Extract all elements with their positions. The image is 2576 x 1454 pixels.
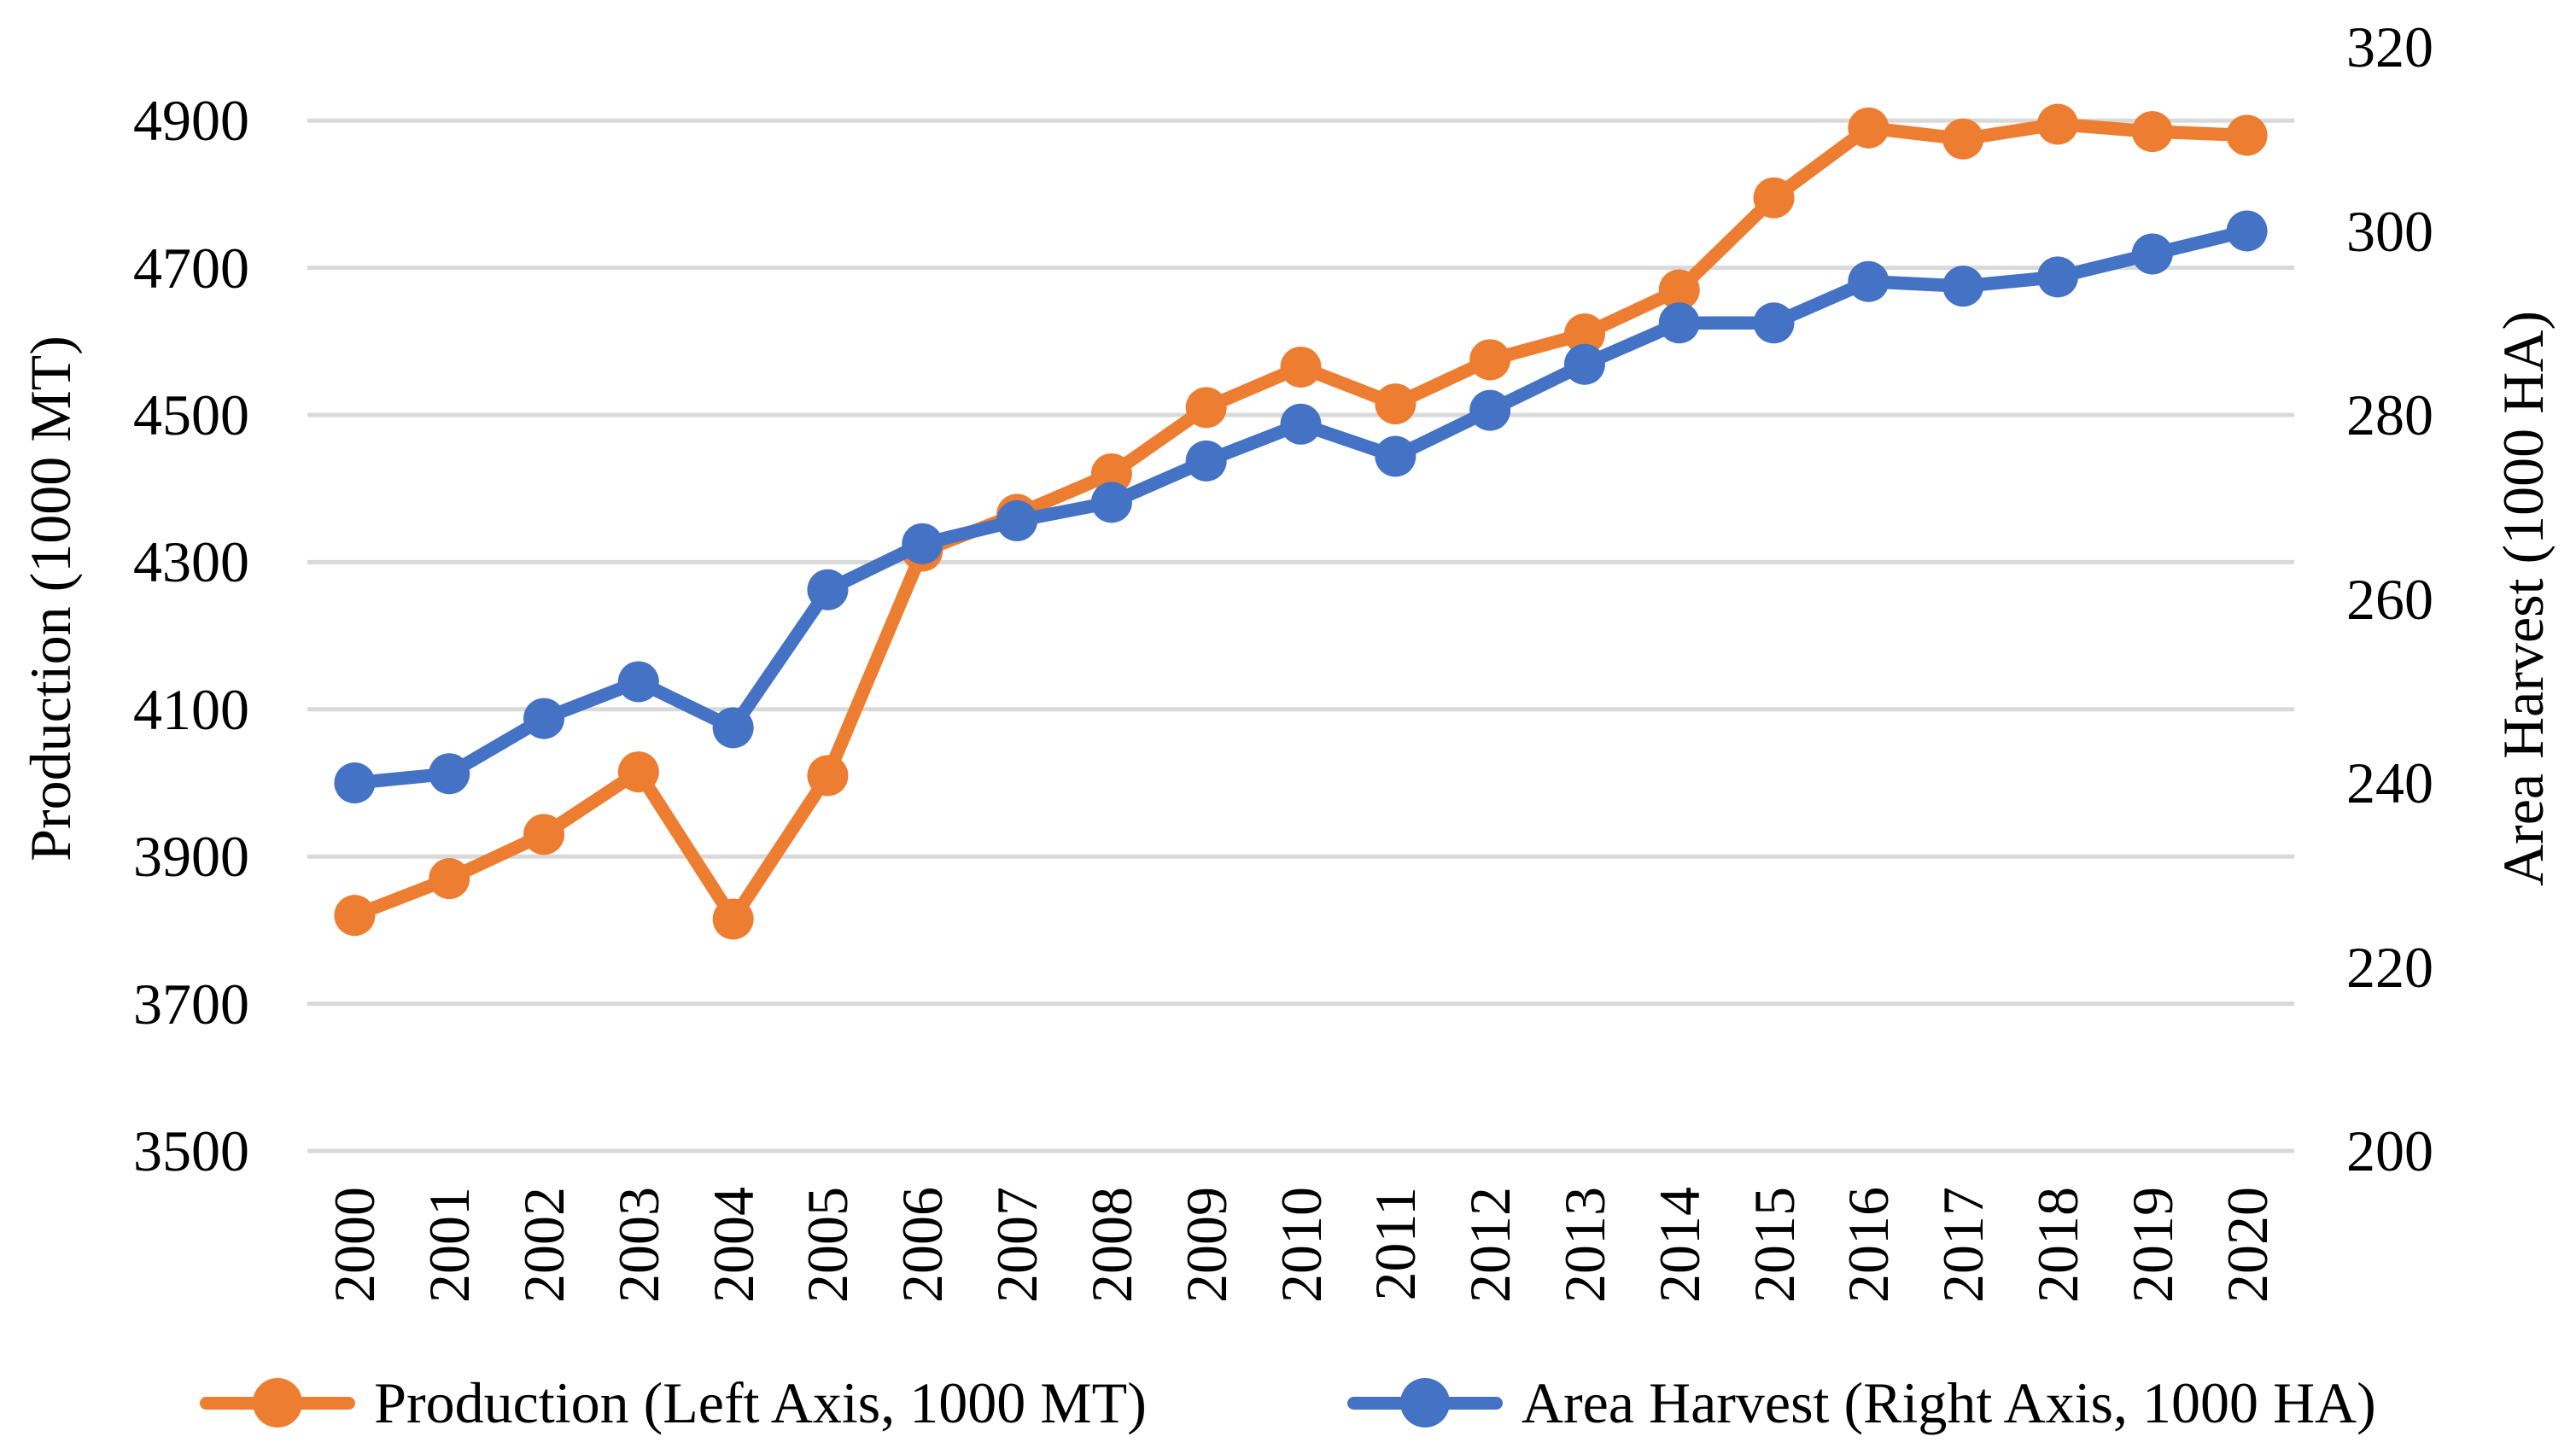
x-tick-label: 2011: [1363, 1187, 1428, 1301]
x-tick-label: 2002: [511, 1187, 577, 1303]
data-point: [996, 499, 1038, 541]
x-tick-label: 2008: [1078, 1187, 1144, 1303]
x-tick-label: 2019: [2119, 1187, 2185, 1303]
right-tick-label: 240: [2346, 750, 2433, 815]
production-marker-dot-icon: [253, 1378, 303, 1428]
data-point: [429, 753, 470, 795]
x-tick-label: 2000: [322, 1187, 388, 1303]
data-point: [2226, 210, 2268, 252]
data-point: [1848, 107, 1890, 149]
right-tick-label: 300: [2346, 198, 2433, 264]
data-point: [1753, 177, 1795, 219]
data-point: [1658, 269, 1700, 311]
data-point: [1280, 403, 1322, 445]
data-point: [1942, 266, 1984, 307]
x-tick-label: 2007: [984, 1187, 1050, 1303]
data-point: [2131, 111, 2173, 153]
data-point: [523, 698, 565, 739]
data-point: [1090, 482, 1132, 523]
data-point: [902, 523, 943, 564]
data-point: [1848, 260, 1890, 302]
data-point: [1185, 387, 1227, 429]
left-tick-label: 4100: [133, 676, 249, 742]
data-point: [617, 751, 659, 793]
x-tick-label: 2009: [1173, 1187, 1239, 1303]
data-point: [429, 858, 470, 900]
data-point: [712, 707, 754, 749]
left-axis-title: Production (1000 MT): [18, 336, 83, 861]
x-tick-label: 2004: [700, 1187, 766, 1303]
x-tick-label: 2014: [1646, 1187, 1712, 1303]
left-tick-label: 3700: [133, 971, 249, 1036]
data-point: [807, 755, 849, 797]
series-line-0: [348, 117, 2254, 926]
x-tick-label: 2016: [1836, 1187, 1901, 1303]
x-tick-label: 2015: [1741, 1187, 1807, 1303]
production-series-marker-icon: [200, 1378, 356, 1428]
legend-item-area-harvest: Area Harvest (Right Axis, 1000 HA): [1346, 1369, 2376, 1437]
data-point: [1469, 339, 1511, 381]
data-point: [2036, 256, 2078, 298]
data-point: [1090, 453, 1132, 494]
right-tick-label: 260: [2346, 566, 2433, 632]
data-point: [1469, 389, 1511, 431]
data-point: [1375, 435, 1417, 477]
legend-label-production: Production (Left Axis, 1000 MT): [374, 1369, 1147, 1435]
data-point: [2131, 233, 2173, 275]
x-tick-label: 2010: [1268, 1187, 1334, 1303]
area-harvest-series-marker-icon: [1346, 1378, 1503, 1428]
x-tick-label: 2020: [2214, 1187, 2280, 1303]
data-point: [1185, 440, 1227, 482]
data-point: [2226, 114, 2268, 156]
data-point: [1658, 302, 1700, 344]
area-harvest-marker-dot-icon: [1399, 1378, 1450, 1428]
x-tick-label: 2017: [1931, 1187, 1996, 1303]
right-tick-label: 200: [2346, 1118, 2433, 1183]
data-point: [807, 569, 849, 610]
left-tick-label: 4700: [133, 235, 249, 301]
data-point: [1753, 302, 1795, 344]
data-point: [1563, 343, 1605, 385]
data-point: [334, 762, 376, 803]
x-tick-label: 2018: [2024, 1187, 2090, 1303]
left-tick-label: 3900: [133, 824, 249, 890]
x-tick-label: 2001: [417, 1187, 482, 1303]
data-point: [1563, 313, 1605, 355]
data-point: [1375, 383, 1417, 425]
right-tick-label: 320: [2346, 15, 2433, 79]
x-tick-label: 2003: [605, 1187, 671, 1303]
data-point: [617, 661, 659, 703]
legend: Production (Left Axis, 1000 MT) Area Har…: [0, 1356, 2576, 1450]
left-tick-label: 3500: [133, 1118, 249, 1183]
right-tick-label: 280: [2346, 382, 2433, 447]
x-tick-label: 2012: [1457, 1187, 1523, 1303]
x-tick-label: 2013: [1551, 1187, 1617, 1303]
left-tick-label: 4500: [133, 382, 249, 447]
data-point: [712, 898, 754, 940]
data-point: [1942, 118, 1984, 160]
data-point: [523, 814, 565, 855]
legend-label-area-harvest: Area Harvest (Right Axis, 1000 HA): [1521, 1369, 2376, 1435]
data-point: [334, 895, 376, 937]
right-axis-title: Area Harvest (1000 HA): [2491, 310, 2556, 887]
left-tick-label: 4300: [133, 529, 249, 595]
data-point: [1280, 346, 1322, 388]
right-tick-label: 220: [2346, 934, 2433, 1000]
data-point: [2036, 103, 2078, 145]
legend-item-production: Production (Left Axis, 1000 MT): [200, 1369, 1147, 1437]
x-tick-label: 2005: [795, 1187, 861, 1303]
x-tick-label: 2006: [890, 1187, 955, 1303]
left-tick-label: 4900: [133, 88, 249, 154]
